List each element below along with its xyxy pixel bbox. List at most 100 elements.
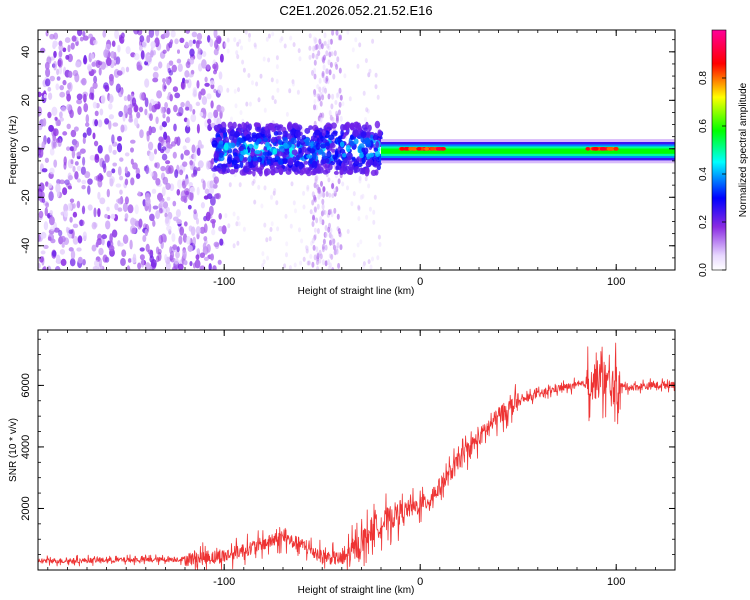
spectrogram-cell (144, 78, 150, 88)
spectrogram-cell (202, 180, 206, 190)
spectrogram-cell (242, 67, 246, 73)
spectrogram-cell (259, 73, 263, 79)
spectrogram-cell (346, 185, 349, 191)
spectrogram-cell (298, 227, 301, 233)
spectrogram-cell (48, 191, 54, 202)
spectrogram-cell (130, 158, 134, 165)
spectrogram-cell (332, 73, 336, 80)
spectrogram-cell (292, 42, 296, 48)
spectrogram-cell (247, 37, 251, 43)
spectrogram-cell (239, 110, 243, 116)
spectrogram-cell (293, 262, 297, 268)
spectrogram-cell (267, 57, 271, 63)
spectrogram-cell (120, 257, 126, 267)
spectrogram-cell (301, 134, 307, 140)
spectrogram-cell (44, 207, 48, 217)
spectrogram-cell (194, 259, 201, 269)
spectrogram-cell (282, 136, 288, 144)
spectrogram-cell (275, 78, 279, 84)
spectrogram-cell (342, 152, 347, 158)
spectrogram-cell (44, 78, 51, 87)
spectrogram-cell (206, 64, 210, 71)
spectrogram-cell (344, 131, 349, 136)
spectrogram-cell (112, 149, 117, 155)
spectrogram-cell (150, 41, 156, 49)
spectrogram-cell (226, 156, 232, 165)
spectrogram-cell (115, 83, 121, 93)
spectrogram-cell (174, 92, 181, 99)
spectrogram-cell (324, 141, 330, 147)
spectrogram-cell (41, 140, 46, 150)
spectrogram-cell (159, 200, 164, 206)
spectrogram-cell (166, 225, 172, 232)
spectrogram-cell (193, 209, 197, 215)
spectrogram-cell (260, 203, 264, 209)
spectrogram-cell (601, 147, 607, 151)
spectrogram-cell (296, 89, 300, 95)
spectrogram-cell (370, 169, 377, 177)
spectrogram-cell (217, 84, 224, 94)
spectrogram-cell (49, 33, 55, 40)
spectrogram-cell (186, 118, 190, 128)
spectrogram-cell (310, 141, 315, 147)
spectrogram-cell (273, 188, 277, 193)
spectrogram-cell (325, 191, 329, 198)
spectrogram-cell (93, 75, 98, 84)
spectrogram-cell (139, 92, 145, 101)
spectrogram-cell (315, 217, 319, 224)
spectrogram-cell (69, 216, 73, 223)
spectrogram-cell (38, 124, 43, 131)
spectrogram-cell (190, 113, 197, 123)
spectrogram-cell (280, 36, 284, 42)
spectrogram-cell (349, 140, 355, 147)
spectrogram-cell (270, 136, 277, 144)
spectrogram-cell (208, 186, 215, 195)
spectrogram-cell (314, 37, 318, 44)
spectrogram-cell (177, 263, 184, 270)
spectrogram-cell (180, 80, 186, 90)
spectrogram-cell (318, 38, 322, 45)
spectrogram-cell (97, 60, 103, 66)
spectrogram-cell (313, 227, 317, 233)
spectrogram-cell (117, 166, 122, 176)
spectrogram-cell (311, 199, 315, 206)
spectrogram-cell (134, 204, 139, 215)
spectrogram-cell (103, 49, 108, 58)
spectrogram-cell (133, 53, 140, 61)
spectrogram-cell (320, 43, 324, 50)
spectrogram-cell (92, 266, 99, 270)
spectrogram-cell (247, 155, 252, 163)
spectrogram-cell (49, 148, 55, 156)
spectrogram-cell (313, 91, 317, 97)
spectrogram-cell (283, 147, 290, 155)
spectrogram-cell (197, 47, 202, 55)
spectrogram-cell (311, 261, 315, 268)
spectrogram-cell (195, 254, 200, 260)
spectrogram-cell (109, 233, 113, 243)
spectrogram-cell (351, 47, 355, 53)
spectrogram-cell (252, 178, 256, 184)
x-tick-label: 100 (607, 576, 625, 588)
spectrogram-cell (87, 65, 92, 72)
spectrogram-cell (313, 99, 317, 104)
spectrogram-cell (210, 253, 214, 261)
spectrogram-cell (364, 176, 368, 182)
spectrogram-cell (329, 142, 336, 149)
spectrogram-cell (358, 175, 362, 181)
spectrogram-cell (108, 114, 115, 120)
spectrogram-cell (312, 45, 316, 52)
spectrogram-cell (313, 104, 316, 111)
spectrogram-cell (97, 144, 103, 154)
spectrogram-cell (219, 106, 225, 113)
spectrogram-cell (338, 101, 342, 108)
spectrogram-cell (106, 206, 110, 212)
spectrogram-cell (204, 82, 210, 87)
spectrogram-cell (353, 138, 359, 145)
spectrogram-cell (112, 162, 118, 167)
spectrogram-cell (67, 82, 72, 90)
spectrogram-cell (50, 238, 56, 244)
spectrogram-cell (155, 30, 160, 37)
spectrogram-cell (321, 70, 325, 77)
spectrogram-cell (366, 131, 371, 140)
spectrogram-cell (177, 179, 183, 189)
